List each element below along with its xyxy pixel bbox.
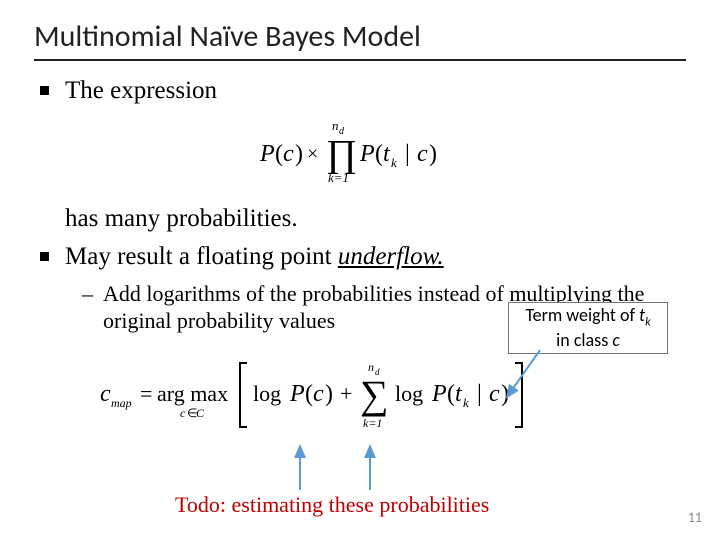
bullet-underflow-text: May result a floating point underflow.	[65, 241, 444, 274]
formula-argmax: c map = arg max c ∈ C log P ( c ) + ∑	[34, 353, 686, 440]
dash-bullet-icon: –	[82, 280, 93, 308]
sym-c3: c	[489, 381, 500, 407]
sym-cmap-map: map	[111, 396, 132, 410]
underflow-prefix: May result a floating point	[65, 243, 338, 270]
bullet-expression: The expression	[40, 75, 686, 108]
callout-line1-prefix: Term weight of	[525, 304, 639, 326]
sym-nd-n: n	[332, 118, 339, 133]
sym-log1: log	[253, 381, 281, 406]
sym-t2: t	[455, 381, 463, 407]
slide-title: Multinomial Naïve Bayes Model	[34, 18, 686, 55]
sym-close1: )	[295, 141, 303, 167]
square-bullet-icon	[40, 252, 49, 261]
sym-sum-k1: k=1	[363, 416, 382, 430]
sym-c1: c	[283, 141, 294, 167]
title-underline	[34, 59, 686, 61]
bullet-underflow: May result a floating point underflow.	[40, 241, 686, 274]
sym-cinC-c: c	[180, 406, 186, 420]
sym-close-logc: )	[325, 381, 333, 407]
slide: Multinomial Naïve Bayes Model The expres…	[0, 0, 720, 540]
sym-sum-nd-n: n	[368, 360, 374, 374]
sym-close2b: )	[501, 381, 509, 407]
sym-open2b: (	[447, 381, 455, 407]
sym-P2: P	[359, 141, 375, 167]
sym-open1: (	[275, 141, 283, 167]
sym-tk2: k	[463, 395, 469, 410]
todo-label: Todo: estimating these probabilities	[175, 492, 489, 518]
page-number: 11	[688, 509, 702, 526]
underflow-word: underflow.	[338, 243, 444, 270]
continuation-text: has many probabilities.	[65, 203, 686, 236]
sym-prod: ∏	[326, 133, 357, 175]
bracket-right-icon	[515, 363, 522, 427]
sym-close2: )	[429, 141, 437, 167]
callout-line2: in class c	[517, 330, 659, 351]
sym-c-logc: c	[313, 381, 324, 407]
sym-open-logc: (	[305, 381, 313, 407]
sym-times: ×	[307, 143, 318, 165]
sym-c2: c	[417, 141, 428, 167]
formula-argmax-svg: c map = arg max c ∈ C log P ( c ) + ∑	[95, 353, 625, 435]
sym-sum-nd-d: d	[375, 367, 380, 377]
formula-product: P ( c ) × ∏ k=1 n d P ( t k | c )	[34, 116, 686, 193]
sym-log2: log	[395, 381, 423, 406]
term-weight-callout: Term weight of tk in class c	[508, 302, 668, 354]
sym-eq: =	[140, 381, 152, 406]
sym-open2: (	[375, 141, 383, 167]
callout-line2-prefix: in class	[556, 329, 612, 351]
callout-line1: Term weight of tk	[517, 305, 659, 330]
sym-tk: k	[391, 155, 397, 170]
sym-bar2: |	[477, 381, 482, 407]
callout-tk-k: k	[645, 316, 650, 330]
sym-P-logc: P	[289, 381, 305, 407]
callout-c: c	[612, 329, 620, 351]
sym-sum: ∑	[360, 372, 389, 417]
bullet-text: The expression	[65, 75, 217, 108]
sym-P1: P	[259, 141, 275, 167]
sym-argmax: arg max	[157, 381, 228, 406]
sym-cinC-C: C	[196, 406, 205, 420]
square-bullet-icon	[40, 86, 49, 95]
sym-t: t	[383, 141, 391, 167]
formula-product-svg: P ( c ) × ∏ k=1 n d P ( t k | c )	[210, 116, 510, 188]
sym-cmap-c: c	[100, 381, 111, 407]
sym-k1: k=1	[328, 170, 349, 185]
sym-plus: +	[340, 381, 352, 406]
sym-P2b: P	[431, 381, 447, 407]
sym-bar: |	[405, 141, 410, 167]
bracket-left-icon	[240, 363, 247, 427]
